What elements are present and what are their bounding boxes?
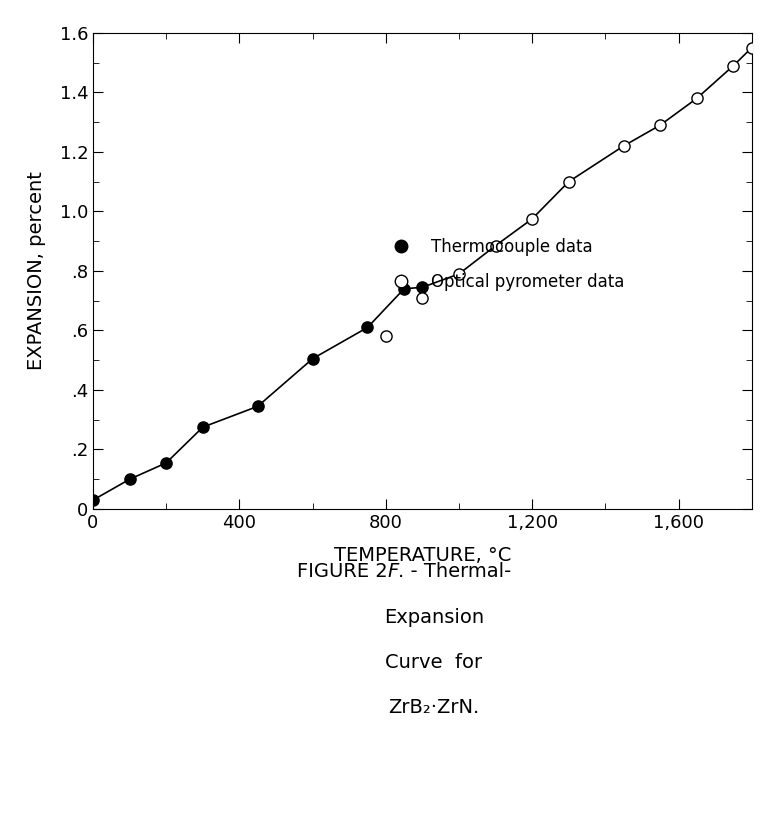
Text: Expansion: Expansion: [384, 608, 484, 626]
Text: . - Thermal-: . - Thermal-: [398, 562, 511, 581]
Point: [160, 456, 172, 470]
Point: [251, 400, 264, 413]
Point: [453, 268, 465, 281]
Text: FIGURE 2: FIGURE 2: [297, 562, 388, 581]
Point: [361, 321, 374, 334]
Point: [398, 282, 410, 296]
Y-axis label: EXPANSION, percent: EXPANSION, percent: [26, 172, 46, 370]
Point: [654, 118, 666, 131]
Point: [691, 92, 703, 105]
Point: [563, 175, 575, 188]
X-axis label: TEMPERATURE, °C: TEMPERATURE, °C: [334, 546, 511, 565]
Point: [416, 281, 429, 294]
Point: [123, 473, 136, 486]
Legend: Thermocouple data, Optical pyrometer data: Thermocouple data, Optical pyrometer dat…: [378, 232, 632, 298]
Point: [197, 420, 209, 433]
Point: [727, 59, 739, 72]
Point: [489, 239, 501, 252]
Point: [306, 352, 319, 365]
Point: [380, 330, 392, 343]
Text: F: F: [388, 562, 399, 581]
Text: Curve  for: Curve for: [385, 653, 483, 672]
Point: [618, 140, 630, 153]
Point: [87, 493, 99, 507]
Point: [416, 291, 429, 305]
Point: [526, 213, 539, 226]
Point: [746, 41, 758, 54]
Text: ZrB₂·ZrN.: ZrB₂·ZrN.: [388, 698, 480, 717]
